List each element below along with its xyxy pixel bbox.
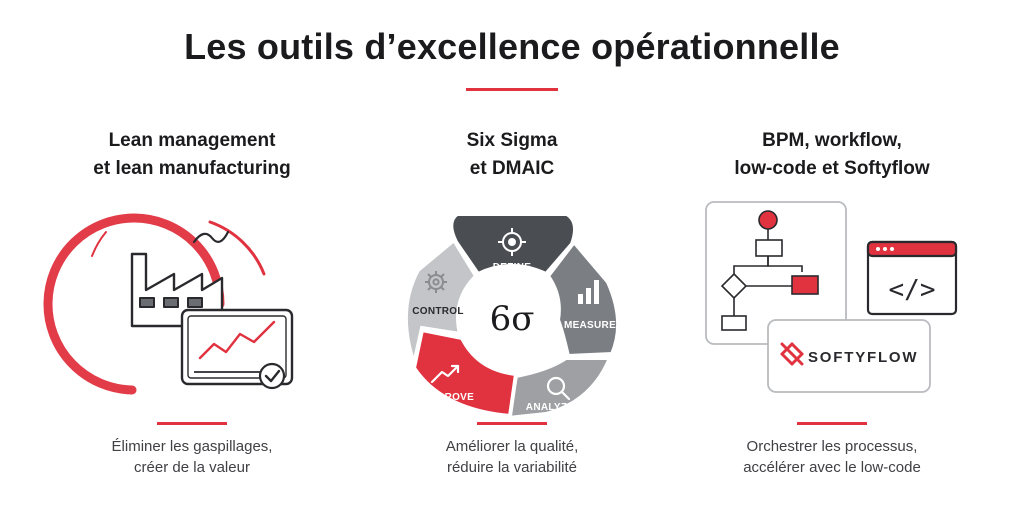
bar-chart-icon [578, 280, 599, 304]
magnifier-icon [546, 376, 571, 401]
heading-line: low-code et Softyflow [734, 158, 930, 179]
trend-arrow-icon [430, 364, 460, 384]
code-symbol: </> [889, 275, 936, 305]
description-line: accélérer avec le low-code [743, 459, 921, 476]
smoke-icon [192, 230, 230, 244]
softyflow-logo-text: SOFTYFLOW [808, 349, 918, 366]
code-window-icon: </> [866, 240, 958, 316]
column-description: Améliorer la qualité, réduire la variabi… [362, 436, 662, 478]
measure-label: MEASURE [564, 320, 616, 331]
control-segment [404, 236, 479, 372]
description-line: Améliorer la qualité, [445, 438, 579, 455]
column-six-sigma: Six Sigma et DMAIC 6σ DEFINE MEASURE [362, 120, 662, 476]
column-heading: Six Sigma et DMAIC [362, 127, 662, 187]
title-underline [466, 88, 558, 91]
column-underline [157, 422, 227, 425]
lean-illustration [43, 213, 294, 395]
description-line: réduire la variabilité [446, 459, 578, 476]
define-label: DEFINE [493, 262, 531, 273]
description-line: Éliminer les gaspillages, [111, 438, 273, 455]
heading-line: Six Sigma [466, 130, 558, 151]
analyze-segment [505, 356, 613, 421]
column-description: Orchestrer les processus, accélérer avec… [682, 436, 982, 478]
bpm-illustration: </> SOFTYFLOW [705, 201, 958, 393]
column-underline [797, 422, 867, 425]
target-icon [498, 228, 526, 256]
column-heading: BPM, workflow, low-code et Softyflow [682, 127, 982, 187]
start-node-icon [758, 210, 778, 230]
brush-circle [43, 213, 266, 395]
page-title: Les outils d’excellence opérationnelle [184, 26, 840, 67]
column-bpm: BPM, workflow, low-code et Softyflow </> [682, 120, 982, 476]
heading-line: et DMAIC [469, 158, 555, 179]
heading-line: BPM, workflow, [762, 130, 902, 151]
heading-line: et lean manufacturing [93, 158, 291, 179]
heading-line: Lean management [108, 130, 276, 151]
control-label: CONTROL [412, 306, 464, 317]
description-line: créer de la valeur [134, 459, 250, 476]
sigma-center-label: 6σ [490, 299, 535, 339]
gear-icon [425, 271, 447, 293]
factory-icon [130, 252, 224, 328]
column-underline [477, 422, 547, 425]
check-circle-icon [258, 362, 286, 390]
analyze-label: ANALYZE [526, 402, 574, 413]
improve-label: IMPROVE [426, 392, 474, 403]
measure-segment [545, 238, 621, 359]
trend-arrowhead [450, 364, 460, 374]
description-line: Orchestrer les processus, [746, 438, 918, 455]
column-lean: Lean management et lean manufacturing [42, 120, 342, 476]
softyflow-logo-icon [780, 342, 804, 366]
column-heading: Lean management et lean manufacturing [42, 127, 342, 187]
softyflow-logo-card: SOFTYFLOW [767, 319, 931, 393]
dmaic-wheel: 6σ DEFINE MEASURE ANALYZE IMPROVE [404, 212, 621, 421]
column-description: Éliminer les gaspillages, créer de la va… [42, 436, 342, 478]
